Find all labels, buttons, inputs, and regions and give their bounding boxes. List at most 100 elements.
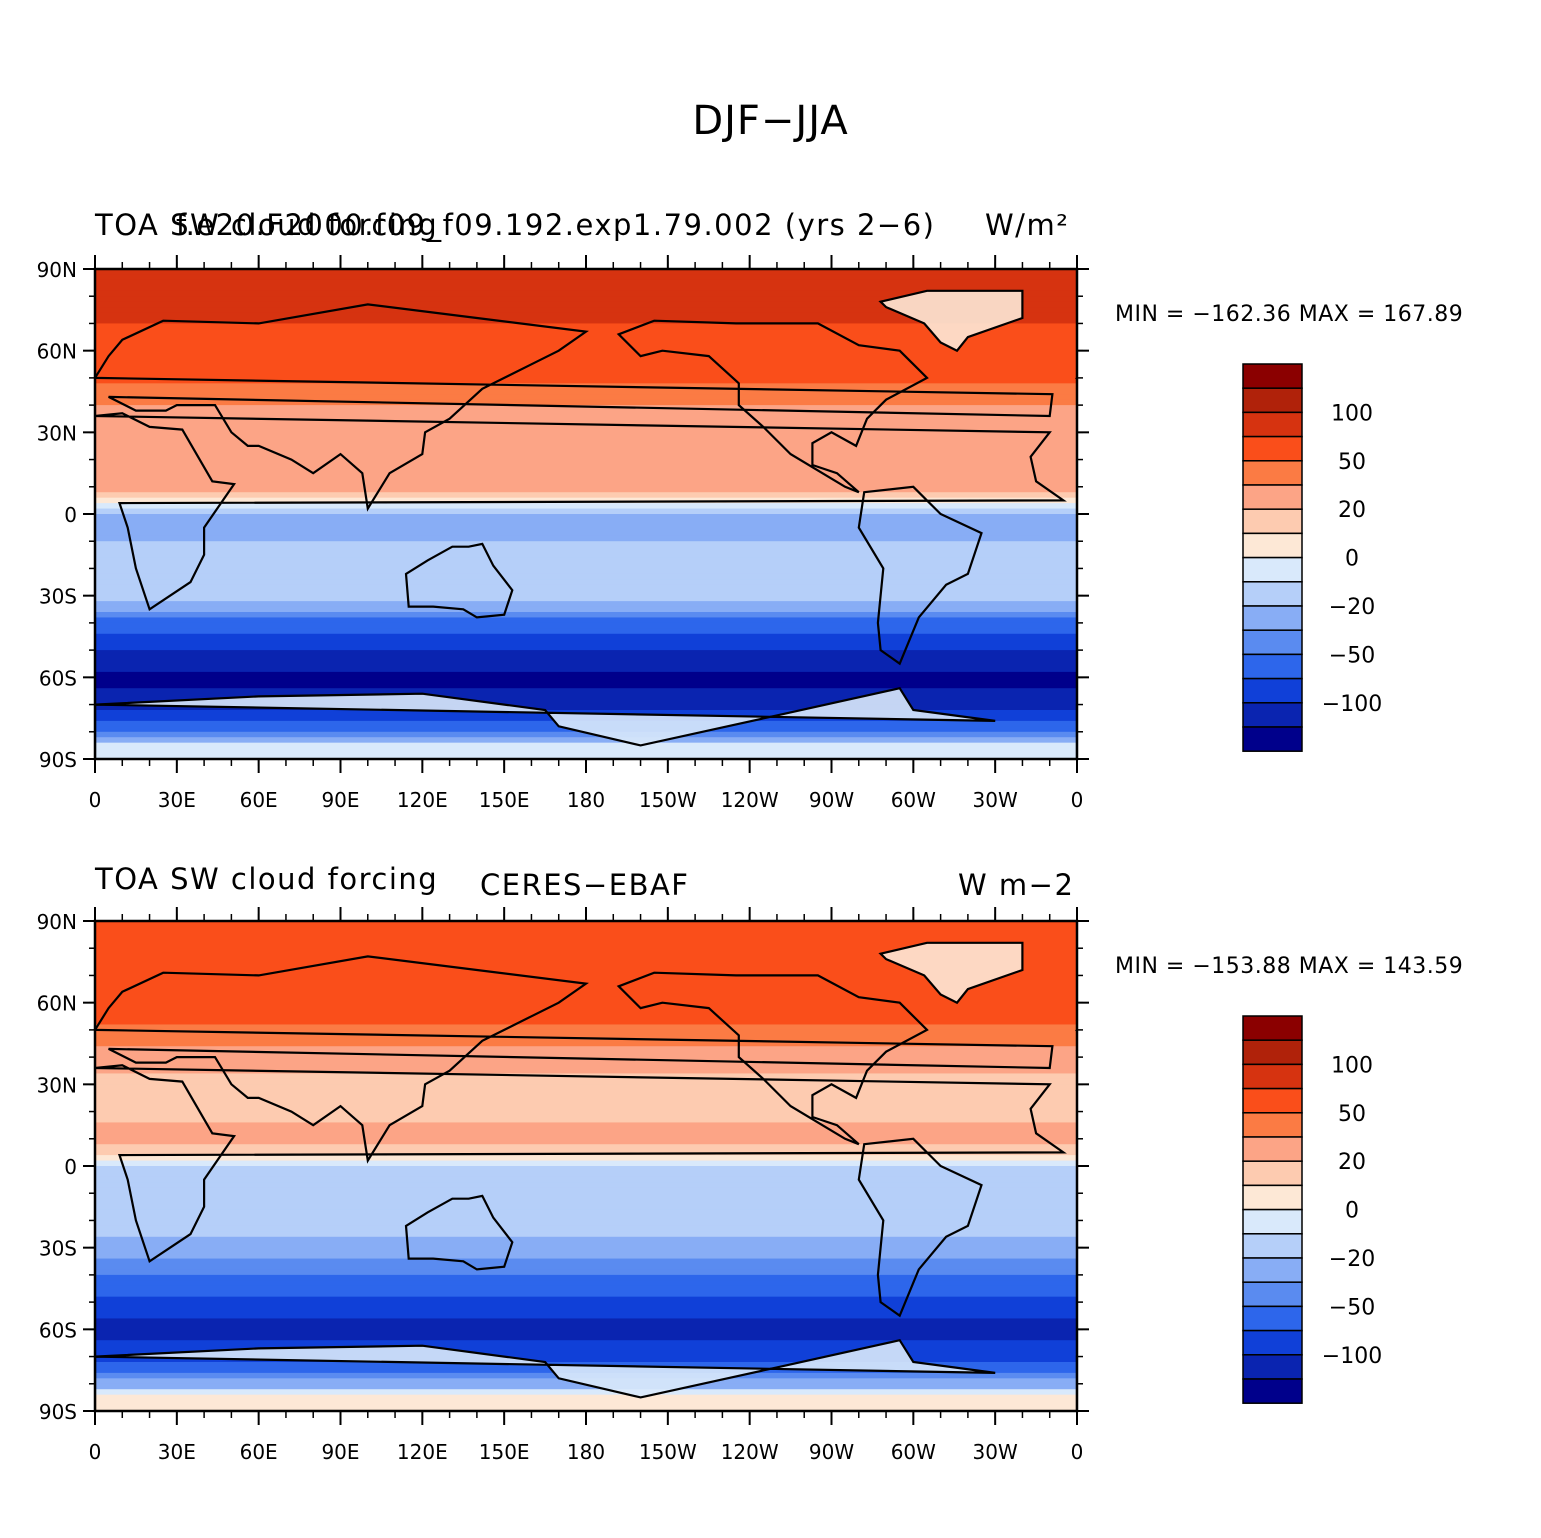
contour-band <box>95 742 1077 749</box>
contour-band <box>95 443 1077 450</box>
contour-band <box>95 573 1077 580</box>
lon-label: 150E <box>479 1440 530 1464</box>
contour-band <box>95 1100 1077 1107</box>
contour-band <box>95 1340 1077 1347</box>
contour-band <box>95 1133 1077 1140</box>
lon-label: 0 <box>1071 788 1084 812</box>
contour-band <box>95 535 1077 542</box>
map-panel-2: 90N 60N 30N 0 30S 60S 90S 0 30E 60E 90E 120E 150E 180… <box>0 907 1089 1464</box>
contour-band <box>95 666 1077 673</box>
colorbar-swatch <box>1242 1063 1303 1090</box>
contour-band <box>95 486 1077 493</box>
contour-band <box>95 519 1077 526</box>
contour-band <box>95 1040 1077 1047</box>
contour-band <box>95 269 1077 276</box>
contour-band <box>95 432 1077 439</box>
lat-label: 60N <box>37 992 77 1016</box>
lat-label: 60N <box>37 340 77 364</box>
lat-label: 90S <box>39 748 77 772</box>
contour-band <box>95 323 1077 330</box>
contour-band <box>95 1291 1077 1298</box>
contour-band <box>95 601 1077 608</box>
coastline-europe-asia <box>95 303 1054 512</box>
contour-band <box>95 682 1077 689</box>
colorbar-swatch <box>1242 581 1303 607</box>
contour-band <box>95 1019 1077 1026</box>
coastline-europe-asia <box>1075 375 1077 380</box>
colorbar-swatch <box>1242 1184 1303 1211</box>
colorbar-label: 20 <box>1338 1150 1366 1175</box>
contour-band <box>95 753 1077 759</box>
contour-band <box>95 633 1077 640</box>
lon-label: 180 <box>567 788 605 812</box>
contour-band <box>95 677 1077 684</box>
lat-label: 0 <box>64 1155 77 1179</box>
contour-band <box>95 318 1077 325</box>
colorbar-swatch <box>1242 726 1303 752</box>
colorbar-swatch <box>1242 1039 1303 1066</box>
colorbar-swatch <box>1242 508 1303 535</box>
contour-band <box>95 1383 1077 1390</box>
contour-band <box>95 1166 1077 1173</box>
colorbar-swatch <box>1242 435 1303 462</box>
coastline-antarctica <box>0 1340 13 1411</box>
colorbar-swatch <box>1242 411 1303 438</box>
lon-label: 60E <box>240 788 278 812</box>
contour-band <box>95 307 1077 314</box>
contour-band <box>95 926 1077 933</box>
contour-band <box>95 584 1077 591</box>
contour-band <box>95 1351 1077 1358</box>
contour-band <box>95 1400 1077 1407</box>
colorbar-swatch <box>1242 677 1303 704</box>
lat-label: 30N <box>37 421 77 445</box>
coastline-europe-asia <box>1075 1027 1077 1032</box>
contour-band <box>95 1078 1077 1085</box>
contour-band <box>95 410 1077 417</box>
contour-band <box>95 530 1077 537</box>
contour-band <box>95 699 1077 706</box>
contour-band <box>95 377 1077 384</box>
lon-label: 30W <box>973 1440 1018 1464</box>
contour-band <box>95 557 1077 564</box>
coastline-australia <box>404 1194 514 1271</box>
contour-band <box>95 546 1077 553</box>
contour-band <box>95 606 1077 613</box>
colorbar-swatch <box>1242 1257 1303 1283</box>
contour-band <box>95 279 1077 286</box>
coastline-greenland <box>0 943 40 1003</box>
panel1-left-title: TOA SW cloud forcing <box>95 208 439 242</box>
contour-band <box>95 1269 1077 1276</box>
coastline-antarctica <box>1075 1355 1077 1411</box>
contour-band <box>95 975 1077 982</box>
colorbar-1: 100 50 20 0 −20 −50 −100 <box>1242 363 1382 752</box>
contour-band <box>95 1160 1077 1167</box>
contour-band <box>95 1313 1077 1320</box>
contour-band <box>95 1198 1077 1205</box>
lat-label: 60S <box>39 1318 77 1342</box>
contour-band <box>95 1051 1077 1058</box>
contour-band <box>95 622 1077 629</box>
lon-label: 120E <box>397 788 448 812</box>
lat-label: 0 <box>64 503 77 527</box>
contour-band <box>95 492 1077 499</box>
contour-band <box>95 579 1077 586</box>
colorbar-swatch <box>1242 1281 1303 1308</box>
contour-band <box>95 1068 1077 1075</box>
colorbar-label: −50 <box>1329 1295 1375 1320</box>
contour-band <box>95 1111 1077 1118</box>
contour-band <box>95 1318 1077 1325</box>
lat-label: 60S <box>39 666 77 690</box>
lon-label: 30W <box>973 788 1018 812</box>
coastline-antarctica <box>1075 703 1077 759</box>
lat-label: 30S <box>39 1237 77 1261</box>
contour-band <box>95 1345 1077 1352</box>
contour-band <box>95 1356 1077 1363</box>
contour-band <box>95 1258 1077 1265</box>
contour-band <box>95 937 1077 944</box>
contour-band <box>95 465 1077 472</box>
contour-band <box>95 1334 1077 1341</box>
contour-band <box>95 1024 1077 1031</box>
lon-label: 180 <box>567 1440 605 1464</box>
contour-band <box>95 301 1077 308</box>
contour-band <box>95 1204 1077 1211</box>
